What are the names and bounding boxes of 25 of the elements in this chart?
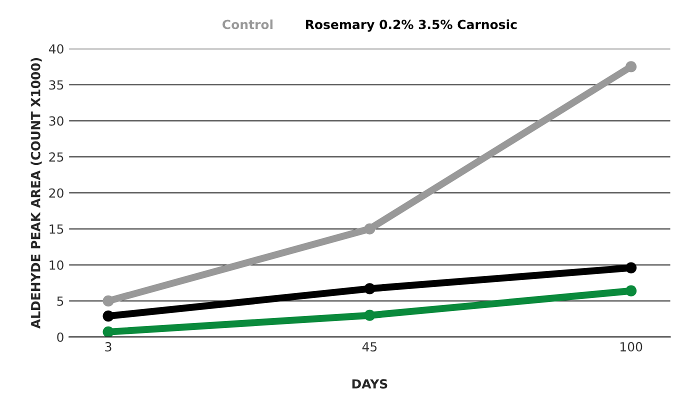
x-tick-label: 3 xyxy=(105,342,112,352)
y-tick-label: 30 xyxy=(49,116,64,126)
x-tick-label: 100 xyxy=(620,342,642,352)
point xyxy=(626,61,637,72)
x-axis-title: DAYS xyxy=(352,379,388,389)
text: Control xyxy=(222,20,272,30)
point xyxy=(626,285,637,296)
point xyxy=(102,310,114,322)
point xyxy=(364,283,376,294)
y-tick-label: 15 xyxy=(50,224,64,234)
y-tick-label: 25 xyxy=(49,152,64,162)
y-tick-label: 20 xyxy=(49,188,64,198)
y-tick-label: 40 xyxy=(48,44,64,54)
x-tick-label: 45 xyxy=(362,342,377,352)
point xyxy=(102,295,114,307)
point xyxy=(102,326,114,337)
y-tick-label: 5 xyxy=(57,296,64,306)
point xyxy=(626,262,637,274)
y-axis-title: ALDEHYDE PEAK AREA (COUNT X1000) xyxy=(30,58,42,329)
y-tick-label: 0 xyxy=(57,332,64,342)
point xyxy=(364,310,376,321)
y-tick-label: 35 xyxy=(49,80,64,90)
point xyxy=(364,223,376,234)
y-tick-label: 10 xyxy=(50,260,64,270)
text: Rosemary 0.2% 3.5% Carnosic xyxy=(306,20,517,32)
